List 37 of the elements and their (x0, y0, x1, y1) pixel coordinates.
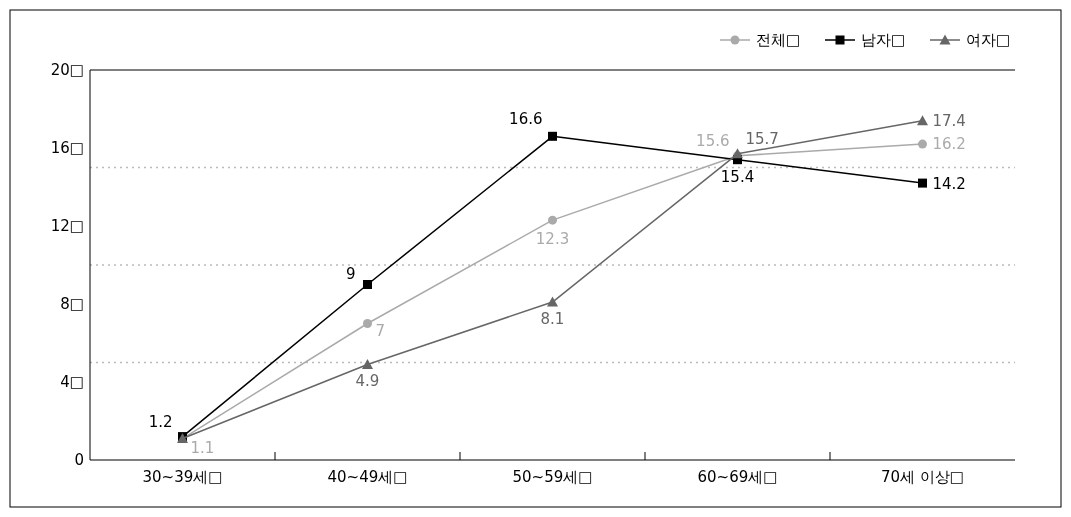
data-label: 14.2 (932, 175, 966, 194)
y-tick-label: 0 (74, 451, 84, 469)
data-label: 12.3 (535, 230, 570, 249)
data-label: 15.7 (745, 129, 779, 148)
x-tick-label: 30~39세□ (142, 468, 223, 486)
data-label: 16.2 (932, 135, 966, 154)
data-label: 1.1 (190, 438, 215, 457)
y-tick-label: 8□ (60, 295, 84, 313)
x-tick-label: 70세 이상□ (880, 468, 965, 486)
y-tick-label: 12□ (50, 217, 84, 235)
legend-label: 여자□ (966, 31, 1011, 49)
legend-label: 남자□ (861, 31, 906, 49)
point (363, 319, 372, 328)
point (548, 215, 557, 225)
x-tick-label: 40~49세□ (327, 468, 408, 486)
point (548, 131, 557, 141)
data-label: 8.1 (540, 310, 565, 329)
y-tick-label: 16□ (50, 139, 84, 157)
data-label: 9 (345, 264, 356, 283)
x-tick-label: 60~69세□ (697, 468, 778, 486)
data-label: 1.2 (148, 412, 173, 431)
data-label: 17.4 (932, 111, 966, 130)
data-label: 7 (375, 321, 386, 340)
point (917, 115, 928, 126)
point (918, 139, 927, 149)
data-label: 15.6 (696, 131, 730, 150)
point (362, 358, 373, 369)
data-label: 16.6 (509, 110, 543, 129)
point (918, 178, 927, 188)
legend-label: 전체□ (756, 31, 801, 49)
data-label: 15.4 (720, 167, 755, 186)
data-label: 4.9 (355, 372, 380, 391)
y-tick-label: 20□ (50, 61, 84, 79)
y-tick-label: 4□ (60, 373, 84, 391)
point (363, 280, 372, 289)
point (547, 296, 558, 307)
x-tick-label: 50~59세□ (512, 468, 593, 486)
